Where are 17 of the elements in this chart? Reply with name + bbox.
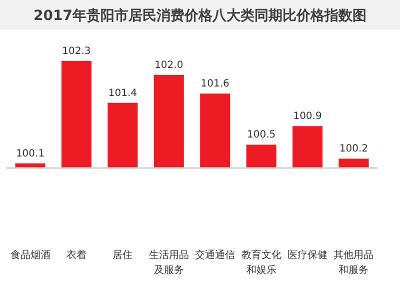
x-tick-label: 食品烟酒 (10, 249, 50, 261)
x-tick-label: 其他用品和服务 (334, 249, 374, 276)
x-tick-label: 生活用品及服务 (148, 249, 189, 276)
data-label: 100.1 (16, 148, 45, 160)
data-label: 102.3 (62, 46, 91, 57)
x-tick-label: 医疗保健 (288, 249, 328, 261)
data-label: 100.9 (293, 111, 322, 122)
x-tick-label: 交通通信 (195, 249, 236, 261)
data-label: 102.0 (154, 60, 184, 71)
x-tick-label: 教育文化和娱乐 (241, 249, 282, 276)
chart-title: 2017年贵阳市居民消费价格八大类同期比价格指数图 (34, 7, 366, 24)
data-label: 101.6 (200, 78, 230, 90)
x-tick-label: 居住 (112, 250, 133, 261)
x-tick-label: 衣着 (66, 249, 86, 261)
data-label: 101.4 (108, 88, 138, 99)
data-label: 100.5 (246, 130, 276, 141)
data-label: 100.2 (339, 144, 368, 155)
